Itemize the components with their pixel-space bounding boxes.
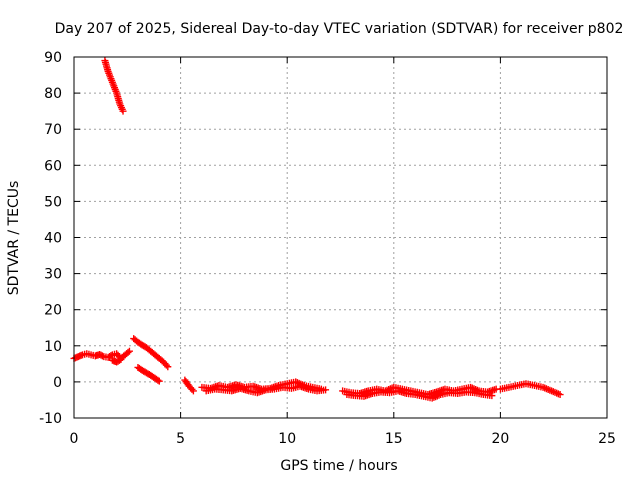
data-point <box>154 376 162 384</box>
x-tick-label: 25 <box>598 431 616 447</box>
x-tick-label: 20 <box>491 431 509 447</box>
data-point <box>155 377 163 385</box>
data-point <box>117 356 125 364</box>
y-tick-label: 40 <box>44 231 62 247</box>
y-tick-label: 20 <box>44 303 62 319</box>
data-point <box>107 352 115 360</box>
data-point <box>125 347 133 355</box>
y-axis-label: SDTVAR / TECUs <box>6 181 22 296</box>
y-tick-label: 50 <box>44 194 62 210</box>
data-point <box>115 356 123 364</box>
y-tick-label: 90 <box>44 50 62 66</box>
data-point <box>322 386 330 394</box>
x-tick-label: 10 <box>278 431 296 447</box>
grid <box>74 57 607 418</box>
x-tick-label: 5 <box>176 431 185 447</box>
data-point <box>188 385 196 393</box>
y-tick-label: 10 <box>44 339 62 355</box>
data-point <box>164 363 172 371</box>
axis-ticks: 0 5 10 15 20 25 -10 0 10 20 30 40 50 60 70 80 90 <box>39 50 616 447</box>
x-tick-label: 15 <box>385 431 403 447</box>
x-tick-label: 0 <box>70 431 79 447</box>
y-tick-label: 80 <box>44 86 62 102</box>
data-point <box>98 352 106 360</box>
x-axis-label: GPS time / hours <box>280 458 397 474</box>
data-point <box>162 361 170 369</box>
y-tick-label: -10 <box>39 411 62 427</box>
data-point <box>556 391 564 399</box>
y-tick-label: 30 <box>44 267 62 283</box>
y-tick-label: 70 <box>44 122 62 138</box>
y-tick-label: 0 <box>53 375 62 391</box>
data-points <box>70 57 564 402</box>
chart-title: Day 207 of 2025, Sidereal Day-to-day VTE… <box>55 21 624 37</box>
data-point <box>124 348 132 356</box>
data-point <box>488 392 496 400</box>
y-tick-label: 60 <box>44 158 62 174</box>
data-point <box>119 107 127 115</box>
data-point <box>189 387 197 395</box>
